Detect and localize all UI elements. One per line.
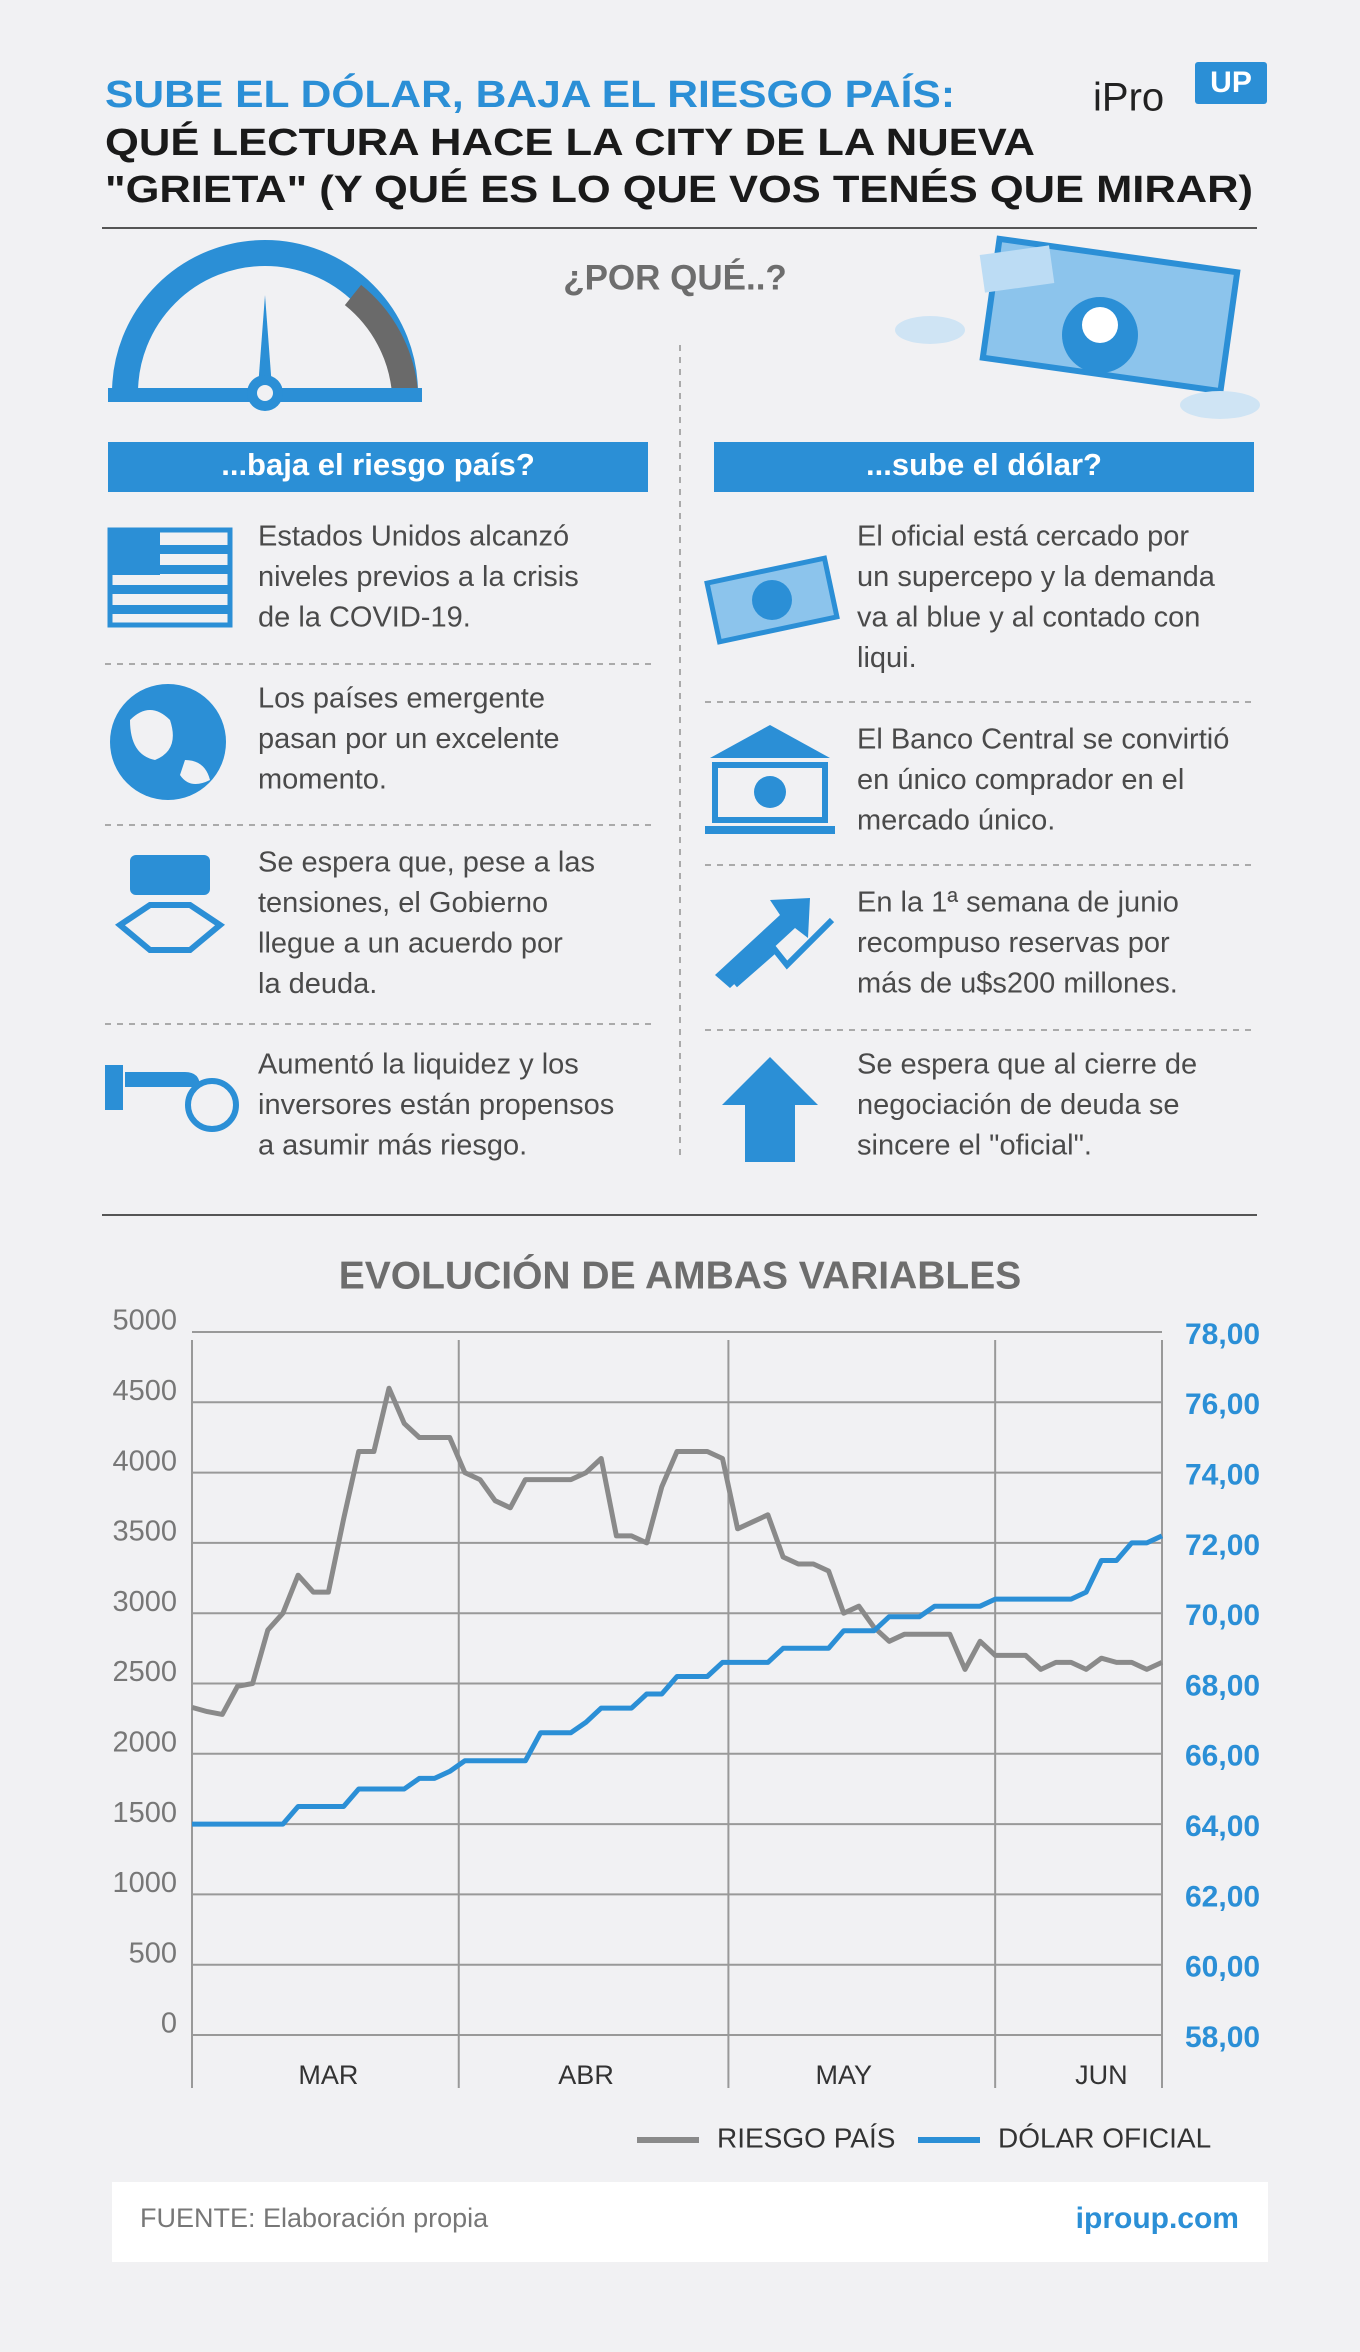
- y-tick-label: 2000: [112, 1726, 177, 1758]
- item-text: tensiones, el Gobierno: [258, 887, 548, 919]
- item-text: recompuso reservas por: [857, 927, 1170, 959]
- source: FUENTE: Elaboración propia: [140, 2203, 489, 2233]
- hand-coin-icon: [105, 1065, 239, 1132]
- item-text: Estados Unidos alcanzó: [258, 521, 569, 553]
- item-text: va al blue y al contado con: [857, 602, 1200, 634]
- y2-tick-label: 74,00: [1185, 1459, 1260, 1492]
- question: ¿POR QUÉ..?: [563, 257, 787, 297]
- item-text: Se espera que, pese a las: [258, 847, 595, 879]
- y-tick-label: 1000: [112, 1867, 177, 1899]
- x-tick-label: MAY: [815, 2060, 872, 2090]
- title-line: SUBE EL DÓLAR, BAJA EL RIESGO PAÍS:: [105, 72, 955, 116]
- y-tick-label: 5000: [112, 1305, 177, 1337]
- item-text: liqui.: [857, 642, 917, 674]
- globe-icon: [110, 684, 226, 800]
- heading: ...baja el riesgo país?: [221, 447, 535, 482]
- y-tick-label: 1500: [112, 1797, 177, 1829]
- y2-tick-label: 70,00: [1185, 1599, 1260, 1632]
- x-tick-label: ABR: [558, 2060, 614, 2090]
- heading: ...sube el dólar?: [866, 447, 1102, 482]
- y2-tick-label: 60,00: [1185, 1951, 1260, 1984]
- item-text: El oficial está cercado por: [857, 521, 1189, 553]
- item-text: niveles previos a la crisis: [258, 561, 579, 593]
- item-text: Aumentó la liquidez y los: [258, 1049, 579, 1081]
- y-tick-label: 500: [129, 1937, 177, 1969]
- y2-tick-label: 68,00: [1185, 1669, 1260, 1702]
- legend-label: RIESGO PAÍS: [717, 2122, 895, 2153]
- y-tick-label: 4000: [112, 1445, 177, 1477]
- logo-badge: UP: [1210, 66, 1252, 99]
- item-text: pasan por un excelente: [258, 723, 560, 755]
- item-text: a asumir más riesgo.: [258, 1130, 527, 1162]
- money-icon: [895, 235, 1260, 419]
- logo-badge-bg: [1195, 62, 1267, 104]
- series-line: [191, 1385, 1164, 1717]
- item-text: Se espera que al cierre de: [857, 1049, 1197, 1081]
- y2-tick-label: 72,00: [1185, 1529, 1260, 1562]
- y-tick-label: 0: [161, 2008, 177, 2040]
- title-line: "GRIETA" (Y QUÉ ES LO QUE VOS TENÉS QUE …: [105, 167, 1253, 211]
- item-text: momento.: [258, 764, 387, 796]
- logo: iPro: [1093, 76, 1164, 120]
- heading-bar: [108, 442, 648, 492]
- item-text: de la COVID-19.: [258, 602, 471, 634]
- series-line: [192, 1533, 1164, 1827]
- item-text: mercado único.: [857, 805, 1055, 837]
- footer-box: [112, 2182, 1268, 2262]
- handshake-icon: [114, 855, 226, 953]
- site: iproup.com: [1076, 2202, 1239, 2235]
- item-text: sincere el "oficial".: [857, 1130, 1092, 1162]
- item-text: la deuda.: [258, 968, 377, 1000]
- y2-tick-label: 66,00: [1185, 1740, 1260, 1773]
- item-text: más de u$s200 millones.: [857, 968, 1178, 1000]
- item-text: inversores están propensos: [258, 1089, 614, 1121]
- arrow-icon: [715, 898, 835, 988]
- gauge-icon: [108, 240, 422, 411]
- bank-icon: [705, 725, 835, 834]
- up-arrow-icon: [722, 1057, 818, 1162]
- y-tick-label: 4500: [112, 1375, 177, 1407]
- banknote-icon: [704, 555, 840, 645]
- x-tick-label: JUN: [1075, 2060, 1128, 2090]
- item-text: en único comprador en el: [857, 764, 1184, 796]
- flag-icon: [107, 527, 233, 628]
- y-tick-label: 2500: [112, 1656, 177, 1688]
- item-text: llegue a un acuerdo por: [258, 928, 563, 960]
- item-text: Los países emergente: [258, 683, 545, 715]
- item-text: El Banco Central se convirtió: [857, 724, 1229, 756]
- x-tick-label: MAR: [298, 2060, 358, 2090]
- y2-tick-label: 78,00: [1185, 1318, 1260, 1351]
- legend-label: DÓLAR OFICIAL: [998, 2122, 1211, 2153]
- y2-tick-label: 64,00: [1185, 1810, 1260, 1843]
- heading-bar: [714, 442, 1254, 492]
- chart-title: EVOLUCIÓN DE AMBAS VARIABLES: [339, 1253, 1022, 1297]
- item-text: un supercepo y la demanda: [857, 561, 1216, 593]
- icons: [105, 527, 840, 1162]
- item-text: negociación de deuda se: [857, 1089, 1179, 1121]
- y2-tick-label: 76,00: [1185, 1388, 1260, 1421]
- item-text: En la 1ª semana de junio: [857, 887, 1179, 919]
- title-line: QUÉ LECTURA HACE LA CITY DE LA NUEVA: [105, 120, 1035, 164]
- y-tick-label: 3000: [112, 1586, 177, 1618]
- y2-tick-label: 58,00: [1185, 2021, 1260, 2054]
- y-tick-label: 3500: [112, 1516, 177, 1548]
- y2-tick-label: 62,00: [1185, 1880, 1260, 1913]
